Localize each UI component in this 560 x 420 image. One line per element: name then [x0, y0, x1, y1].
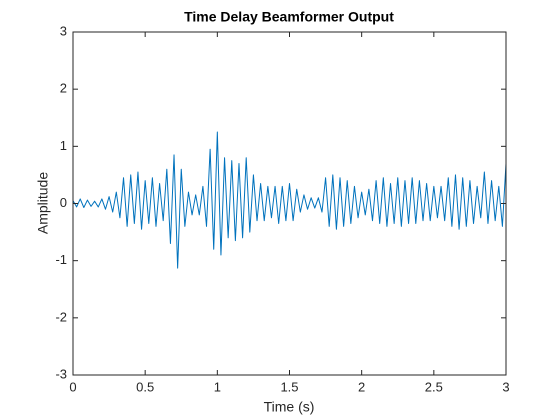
- y-tick-label: -2: [55, 309, 67, 324]
- x-tick-label: 3: [502, 379, 509, 394]
- x-tick-label: 2.5: [425, 379, 443, 394]
- y-axis-label: Amplitude: [35, 172, 51, 234]
- x-tick-label: 0.5: [136, 379, 154, 394]
- x-tick-label: 2: [358, 379, 365, 394]
- x-tick-label: 1.5: [280, 379, 298, 394]
- x-tick-label: 1: [214, 379, 221, 394]
- y-tick-label: 0: [60, 195, 67, 210]
- y-tick-label: 1: [60, 138, 67, 153]
- x-axis-label: Time (s): [264, 399, 315, 415]
- chart-title: Time Delay Beamformer Output: [184, 9, 394, 25]
- x-tick-label: 0: [69, 379, 76, 394]
- y-tick-label: -3: [55, 366, 67, 381]
- y-tick-label: -1: [55, 252, 67, 267]
- y-tick-label: 3: [60, 23, 67, 38]
- signal-line: [72, 131, 507, 269]
- y-tick-label: 2: [60, 81, 67, 96]
